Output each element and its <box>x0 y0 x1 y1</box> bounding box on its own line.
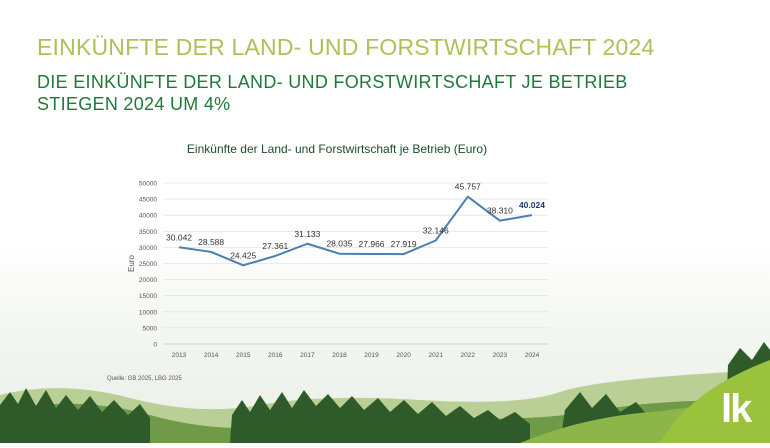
x-tick-label: 2015 <box>236 352 251 359</box>
y-tick-label: 40000 <box>139 213 157 220</box>
chart-svg: Einkünfte der Land- und Forstwirtschaft … <box>127 142 548 359</box>
page-subhead: DIE EINKÜNFTE DER LAND- UND FORSTWIRTSCH… <box>37 71 737 115</box>
data-label: 24.425 <box>230 250 256 260</box>
data-label: 27.919 <box>391 239 417 249</box>
y-tick-label: 25000 <box>139 261 157 268</box>
logo-background <box>660 360 770 443</box>
x-tick-label: 2019 <box>364 352 379 359</box>
data-label: 38.310 <box>487 206 513 216</box>
data-label: 31.133 <box>294 229 320 239</box>
data-label: 30.042 <box>166 232 192 242</box>
y-tick-label: 15000 <box>139 293 157 300</box>
data-label: 27.361 <box>262 241 288 251</box>
data-label: 32.146 <box>423 225 449 235</box>
y-tick-label: 5000 <box>143 325 158 332</box>
data-label: 28.588 <box>198 237 224 247</box>
data-label: 40.024 <box>519 200 545 210</box>
y-tick-label: 50000 <box>139 181 157 188</box>
y-tick-label: 35000 <box>139 229 157 236</box>
page-headline: EINKÜNFTE DER LAND- UND FORSTWIRTSCHAFT … <box>37 34 655 60</box>
y-tick-label: 20000 <box>139 277 157 284</box>
x-tick-label: 2023 <box>493 352 508 359</box>
x-tick-label: 2013 <box>172 352 187 359</box>
x-tick-label: 2020 <box>396 352 411 359</box>
income-chart: Einkünfte der Land- und Forstwirtschaft … <box>100 138 570 368</box>
y-tick-label: 45000 <box>139 197 157 204</box>
lk-logo: lk <box>721 387 752 431</box>
x-tick-label: 2024 <box>525 352 540 359</box>
x-tick-label: 2017 <box>300 352 315 359</box>
income-series-line <box>178 195 533 267</box>
y-axis-label: Euro <box>127 255 136 272</box>
y-tick-label: 0 <box>153 342 157 349</box>
x-tick-label: 2022 <box>461 352 476 359</box>
chart-title: Einkünfte der Land- und Forstwirtschaft … <box>187 142 487 156</box>
data-label: 27.966 <box>359 239 385 249</box>
x-tick-label: 2014 <box>204 352 219 359</box>
landscape-background <box>0 342 770 443</box>
y-tick-label: 10000 <box>139 309 157 316</box>
subhead-line-1: DIE EINKÜNFTE DER LAND- UND FORSTWIRTSCH… <box>37 72 628 92</box>
data-label: 45.757 <box>455 182 481 192</box>
subhead-line-2: STIEGEN 2024 UM 4% <box>37 94 231 114</box>
y-tick-label: 30000 <box>139 245 157 252</box>
x-tick-label: 2016 <box>268 352 283 359</box>
x-tick-label: 2021 <box>428 352 443 359</box>
data-label: 28.035 <box>326 239 352 249</box>
x-tick-label: 2018 <box>332 352 347 359</box>
source-note: Quelle: GB 2025, LBG 2025 <box>107 376 182 382</box>
